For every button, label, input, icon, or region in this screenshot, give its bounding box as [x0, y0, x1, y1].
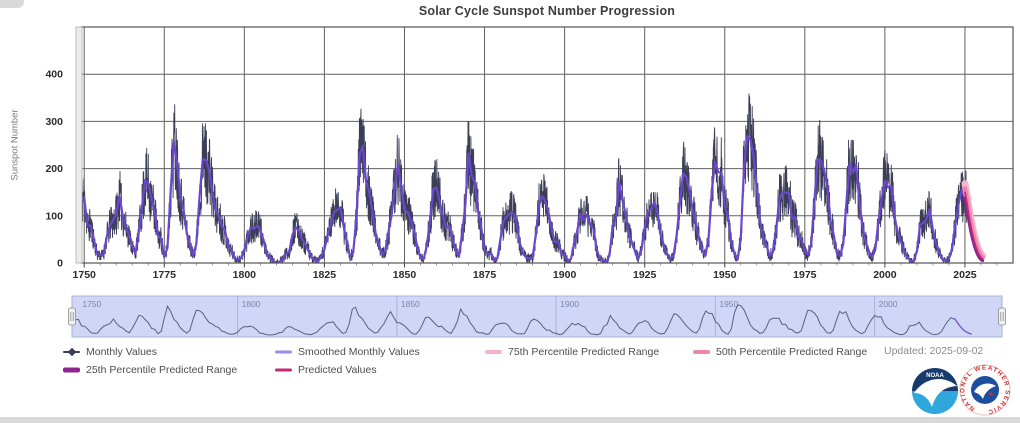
- navigator-year-label: 1750: [82, 299, 101, 309]
- svg-text:1800: 1800: [233, 269, 257, 281]
- legend-label: 50th Percentile Predicted Range: [716, 346, 868, 358]
- y-axis-scrollbar[interactable]: [75, 26, 83, 264]
- navigator-handle-right[interactable]: [998, 307, 1006, 326]
- x-axis-labels: 1750 1775 1800 1825 1850 1875 1900 1925 1950 1975…: [73, 269, 977, 281]
- svg-text:1850: 1850: [393, 269, 417, 281]
- svg-text:1825: 1825: [313, 269, 337, 281]
- navigator-year-label: 1800: [242, 299, 261, 309]
- legend-item-smoothed-monthly-values[interactable]: Smoothed Monthly Values: [275, 345, 420, 359]
- legend-label: Monthly Values: [86, 346, 158, 358]
- svg-text:400: 400: [45, 69, 63, 81]
- monthly-values-swatch-icon: [63, 347, 80, 357]
- chart-title: Solar Cycle Sunspot Number Progression: [418, 4, 676, 18]
- svg-text:1975: 1975: [793, 269, 817, 281]
- main-chart[interactable]: 1750 1775 1800 1825 1850 1875 1900 1925 1950 1975…: [0, 0, 1020, 288]
- navigator-range-selector[interactable]: 1750 1800 1850 1900 1950 2000: [0, 288, 1020, 344]
- svg-text:100: 100: [45, 210, 63, 222]
- svg-text:1750: 1750: [73, 269, 97, 281]
- legend-label: Smoothed Monthly Values: [298, 346, 420, 358]
- navigator-year-label: 2000: [879, 299, 898, 309]
- 50th-percentile-swatch-icon: [693, 348, 710, 357]
- svg-text:1950: 1950: [713, 269, 737, 281]
- navigator-year-label: 1900: [560, 299, 579, 309]
- navigator-year-label: 1850: [401, 299, 420, 309]
- svg-text:1925: 1925: [633, 269, 657, 281]
- legend-label: Predicted Values: [298, 364, 377, 376]
- predicted-values-series: [964, 191, 984, 260]
- window-bottom-edge: [0, 417, 1020, 423]
- predicted-values-swatch-icon: [275, 366, 292, 375]
- nws-logo-icon: NATIONAL WEATHER SERVICE: [958, 363, 1011, 416]
- svg-text:1875: 1875: [473, 269, 497, 281]
- svg-text:1900: 1900: [553, 269, 577, 281]
- navigator-prediction-series: [953, 317, 972, 335]
- agency-logos: NOAA NATIONAL WEATHER SERVICE: [910, 362, 1015, 420]
- 75th-percentile-swatch-icon: [485, 348, 502, 357]
- smoothed-monthly-values-series: [81, 134, 967, 263]
- svg-text:200: 200: [45, 163, 63, 175]
- legend-item-predicted-values[interactable]: Predicted Values: [275, 363, 377, 377]
- navigator-selected-range[interactable]: [71, 295, 1003, 338]
- noaa-logo-icon: NOAA: [912, 368, 958, 414]
- gridlines: [81, 27, 1013, 264]
- 25th-percentile-swatch-icon: [63, 366, 80, 375]
- window-corner-decoration: [0, 0, 24, 8]
- navigator-year-label: 1950: [719, 299, 738, 309]
- svg-text:300: 300: [45, 116, 63, 128]
- legend-label: 75th Percentile Predicted Range: [508, 346, 660, 358]
- legend-item-50th-percentile[interactable]: 50th Percentile Predicted Range: [693, 345, 867, 359]
- svg-text:0: 0: [57, 258, 63, 270]
- smoothed-values-swatch-icon: [275, 348, 292, 357]
- legend-item-monthly-values[interactable]: Monthly Values: [63, 345, 157, 359]
- svg-text:2025: 2025: [953, 269, 977, 281]
- legend-label: 25th Percentile Predicted Range: [86, 364, 238, 376]
- legend-item-25th-percentile[interactable]: 25th Percentile Predicted Range: [63, 363, 237, 377]
- navigator-series: [75, 304, 955, 336]
- navigator-handle-left[interactable]: [68, 307, 76, 326]
- chart-legend: Monthly Values Smoothed Monthly Values 7…: [0, 344, 1020, 384]
- svg-text:1775: 1775: [153, 269, 177, 281]
- y-axis-labels: 0 100 200 300 400: [45, 69, 63, 270]
- plot-area[interactable]: [81, 27, 1013, 263]
- p25-predicted-range-series: [963, 196, 985, 263]
- svg-text:2000: 2000: [873, 269, 897, 281]
- updated-timestamp: Updated: 2025-09-02: [884, 345, 984, 357]
- svg-text:NOAA: NOAA: [926, 373, 944, 379]
- x-axis-ticks: [83, 263, 998, 268]
- legend-item-75th-percentile[interactable]: 75th Percentile Predicted Range: [485, 345, 659, 359]
